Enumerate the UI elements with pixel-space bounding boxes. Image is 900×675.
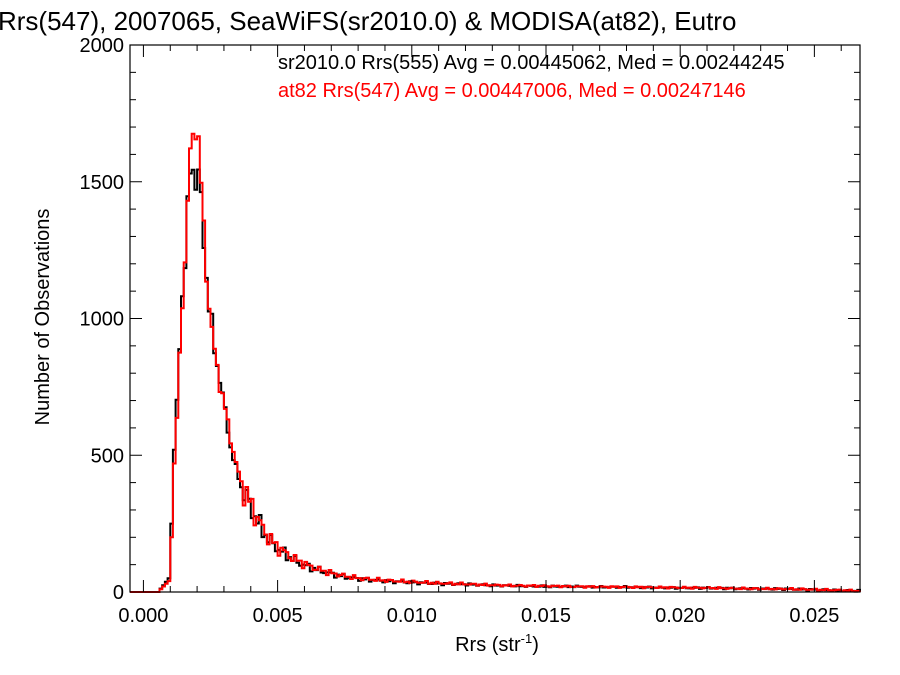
x-tick-label: 0.015 <box>521 605 571 627</box>
x-axis-label: Rrs (str-1) <box>455 631 539 656</box>
y-tick-label: 0 <box>113 582 124 604</box>
series-sr2010-line <box>130 168 861 593</box>
y-tick-label: 1500 <box>80 172 125 194</box>
plot-frame <box>129 44 861 593</box>
y-axis-label: Number of Observations <box>32 209 54 426</box>
x-tick-label: 0.020 <box>655 605 705 627</box>
x-tick-label: 0.000 <box>118 605 168 627</box>
y-tick-label: 500 <box>91 445 124 467</box>
plot-area: 0.000 0.005 0.010 0.015 0.020 0.025 0 500 1000 15… <box>80 35 861 627</box>
legend-annotation-black: sr2010.0 Rrs(555) Avg = 0.00445062, Med … <box>278 52 785 74</box>
series-layer <box>130 132 861 593</box>
chart-title: Rrs(547), 2007065, SeaWiFS(sr2010.0) & M… <box>0 6 736 36</box>
x-tick-label: 0.025 <box>789 605 839 627</box>
series-at82-line <box>130 132 861 593</box>
tick-layer: 0.000 0.005 0.010 0.015 0.020 0.025 0 500 1000 15… <box>80 35 860 627</box>
x-tick-label: 0.010 <box>387 605 437 627</box>
legend-annotation-red: at82 Rrs(547) Avg = 0.00447006, Med = 0.… <box>278 80 746 102</box>
x-tick-label: 0.005 <box>253 605 303 627</box>
y-tick-label: 2000 <box>80 35 125 57</box>
y-tick-label: 1000 <box>80 309 125 331</box>
